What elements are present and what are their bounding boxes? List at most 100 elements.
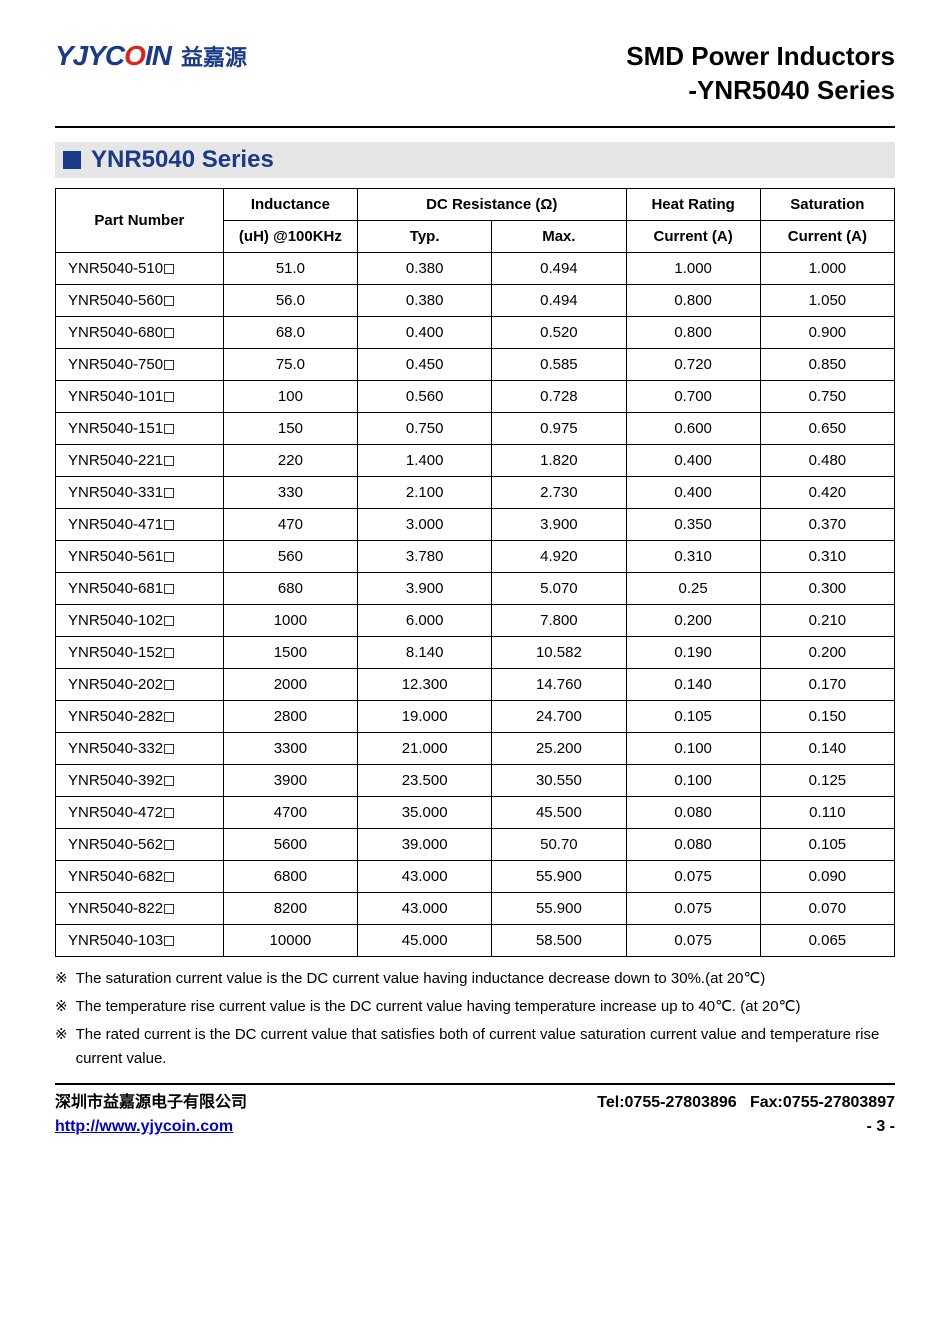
table-row: YNR5040-6816803.9005.0700.250.300 [56, 572, 895, 604]
document-title: SMD Power Inductors -YNR5040 Series [626, 40, 895, 108]
cell-dcr-typ: 39.000 [358, 828, 492, 860]
cell-dcr-max: 4.920 [492, 540, 626, 572]
placeholder-box-icon [164, 296, 174, 306]
cell-heat-current: 0.075 [626, 860, 760, 892]
cell-dcr-max: 58.500 [492, 924, 626, 956]
cell-sat-current: 0.310 [760, 540, 894, 572]
part-number-text: YNR5040-471 [68, 516, 163, 533]
part-number-text: YNR5040-750 [68, 356, 163, 373]
cell-sat-current: 0.150 [760, 700, 894, 732]
page-footer: 深圳市益嘉源电子有限公司 http://www.yjycoin.com Tel:… [55, 1091, 895, 1139]
cell-dcr-typ: 43.000 [358, 892, 492, 924]
cell-sat-current: 0.300 [760, 572, 894, 604]
cell-dcr-typ: 21.000 [358, 732, 492, 764]
part-number-text: YNR5040-331 [68, 484, 163, 501]
placeholder-box-icon [164, 456, 174, 466]
cell-heat-current: 0.600 [626, 412, 760, 444]
cell-sat-current: 0.105 [760, 828, 894, 860]
cell-sat-current: 0.480 [760, 444, 894, 476]
part-number-text: YNR5040-392 [68, 772, 163, 789]
cell-heat-current: 0.700 [626, 380, 760, 412]
placeholder-box-icon [164, 552, 174, 562]
cell-dcr-max: 0.494 [492, 284, 626, 316]
header-rule [55, 126, 895, 128]
cell-dcr-max: 14.760 [492, 668, 626, 700]
table-row: YNR5040-202200012.30014.7600.1400.170 [56, 668, 895, 700]
cell-part-number: YNR5040-471 [56, 508, 224, 540]
cell-dcr-max: 0.494 [492, 252, 626, 284]
cell-dcr-typ: 23.500 [358, 764, 492, 796]
part-number-text: YNR5040-561 [68, 548, 163, 565]
footnote-item: ※ The saturation current value is the DC … [55, 967, 895, 991]
footer-rule [55, 1083, 895, 1085]
cell-dcr-max: 5.070 [492, 572, 626, 604]
cell-heat-current: 0.100 [626, 764, 760, 796]
cell-dcr-max: 45.500 [492, 796, 626, 828]
cell-heat-current: 0.075 [626, 892, 760, 924]
cell-dcr-typ: 35.000 [358, 796, 492, 828]
placeholder-box-icon [164, 872, 174, 882]
placeholder-box-icon [164, 328, 174, 338]
cell-part-number: YNR5040-822 [56, 892, 224, 924]
cell-dcr-max: 10.582 [492, 636, 626, 668]
cell-dcr-typ: 0.750 [358, 412, 492, 444]
cell-heat-current: 0.190 [626, 636, 760, 668]
table-row: YNR5040-4714703.0003.9000.3500.370 [56, 508, 895, 540]
logo: YJYCOIN 益嘉源 [55, 40, 247, 72]
cell-sat-current: 0.070 [760, 892, 894, 924]
table-row: YNR5040-2212201.4001.8200.4000.480 [56, 444, 895, 476]
table-row: YNR5040-282280019.00024.7000.1050.150 [56, 700, 895, 732]
table-row: YNR5040-392390023.50030.5500.1000.125 [56, 764, 895, 796]
table-row: YNR5040-472470035.00045.5000.0800.110 [56, 796, 895, 828]
cell-sat-current: 1.050 [760, 284, 894, 316]
th-inductance-sub: (uH) @100KHz [223, 220, 357, 252]
cell-dcr-typ: 43.000 [358, 860, 492, 892]
cell-part-number: YNR5040-103 [56, 924, 224, 956]
cell-dcr-max: 0.585 [492, 348, 626, 380]
placeholder-box-icon [164, 264, 174, 274]
cell-part-number: YNR5040-560 [56, 284, 224, 316]
cell-sat-current: 0.110 [760, 796, 894, 828]
cell-part-number: YNR5040-202 [56, 668, 224, 700]
cell-inductance: 51.0 [223, 252, 357, 284]
cell-heat-current: 0.100 [626, 732, 760, 764]
table-row: YNR5040-3313302.1002.7300.4000.420 [56, 476, 895, 508]
cell-heat-current: 0.350 [626, 508, 760, 540]
part-number-text: YNR5040-562 [68, 836, 163, 853]
part-number-text: YNR5040-151 [68, 420, 163, 437]
cell-sat-current: 0.850 [760, 348, 894, 380]
cell-dcr-max: 30.550 [492, 764, 626, 796]
cell-part-number: YNR5040-392 [56, 764, 224, 796]
table-row: YNR5040-51051.00.3800.4941.0001.000 [56, 252, 895, 284]
cell-part-number: YNR5040-282 [56, 700, 224, 732]
part-number-text: YNR5040-510 [68, 260, 163, 277]
th-part-number: Part Number [56, 188, 224, 252]
th-dcr-max: Max. [492, 220, 626, 252]
cell-part-number: YNR5040-331 [56, 476, 224, 508]
th-sat-top: Saturation [760, 188, 894, 220]
cell-heat-current: 0.080 [626, 828, 760, 860]
part-number-text: YNR5040-332 [68, 740, 163, 757]
table-row: YNR5040-1511500.7500.9750.6000.650 [56, 412, 895, 444]
placeholder-box-icon [164, 840, 174, 850]
cell-inductance: 2000 [223, 668, 357, 700]
footnote-symbol: ※ [55, 967, 68, 991]
cell-part-number: YNR5040-510 [56, 252, 224, 284]
footnote-text: The saturation current value is the DC c… [76, 967, 895, 991]
part-number-text: YNR5040-202 [68, 676, 163, 693]
cell-inductance: 6800 [223, 860, 357, 892]
footer-contact: Tel:0755-27803896 Fax:0755-27803897 [597, 1091, 895, 1115]
cell-heat-current: 0.800 [626, 316, 760, 348]
th-dcr-top: DC Resistance (Ω) [358, 188, 626, 220]
placeholder-box-icon [164, 648, 174, 658]
cell-dcr-max: 55.900 [492, 860, 626, 892]
logo-english: YJYCOIN [55, 40, 171, 72]
placeholder-box-icon [164, 360, 174, 370]
footer-url-link[interactable]: http://www.yjycoin.com [55, 1118, 233, 1135]
logo-chinese: 益嘉源 [181, 40, 247, 72]
table-row: YNR5040-75075.00.4500.5850.7200.850 [56, 348, 895, 380]
cell-part-number: YNR5040-562 [56, 828, 224, 860]
cell-dcr-max: 0.975 [492, 412, 626, 444]
cell-dcr-typ: 3.000 [358, 508, 492, 540]
cell-dcr-typ: 8.140 [358, 636, 492, 668]
